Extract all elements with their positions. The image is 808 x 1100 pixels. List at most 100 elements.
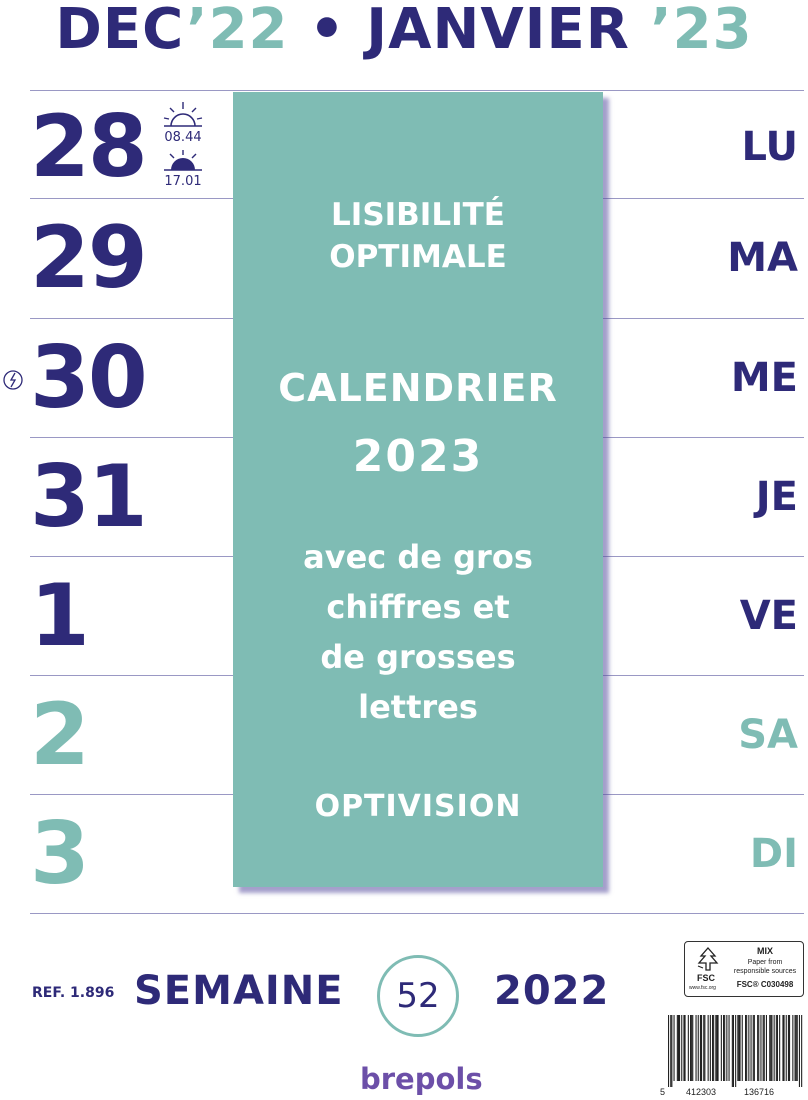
barcode-bar	[703, 1015, 705, 1081]
barcode-bar	[697, 1015, 699, 1081]
header-month-janvier: JANVIER	[366, 0, 630, 62]
week-number-badge: 52	[377, 955, 459, 1037]
day-abbr-saturday: SA	[738, 712, 798, 758]
barcode-bar	[673, 1015, 675, 1081]
barcode-bar	[676, 1015, 678, 1081]
barcode-bar	[690, 1015, 692, 1081]
barcode-bar	[712, 1015, 714, 1081]
barcode-digits-left: 412303	[686, 1087, 717, 1097]
day-abbr-wednesday: ME	[730, 355, 798, 401]
row-divider	[30, 913, 804, 914]
barcode-bar	[771, 1015, 773, 1081]
barcode-bar	[758, 1015, 760, 1081]
barcode-bar	[763, 1015, 765, 1081]
barcode-bar	[787, 1015, 789, 1081]
barcode-bar	[779, 1015, 781, 1081]
barcode-bar	[757, 1015, 759, 1081]
barcode-bar	[785, 1015, 787, 1081]
fsc-paper-line: responsible sources	[733, 968, 797, 975]
barcode-bar	[792, 1015, 794, 1081]
barcode-bar	[701, 1015, 703, 1081]
header-year-23: ’23	[650, 0, 753, 62]
week-label: SEMAINE	[134, 968, 344, 1014]
day-number-wednesday: 30	[30, 328, 148, 428]
barcode-bar	[752, 1015, 754, 1081]
header-year-22: ’22	[186, 0, 289, 62]
panel-optivision: OPTIVISION	[314, 789, 522, 824]
sun-times: 08.44 17.01	[160, 100, 206, 196]
barcode	[668, 1015, 803, 1087]
week-year: 2022	[494, 968, 610, 1014]
sunset-time: 17.01	[164, 174, 202, 189]
panel-line: avec de gros	[303, 538, 533, 576]
barcode-bar	[776, 1015, 778, 1081]
barcode-bar	[731, 1015, 733, 1087]
barcode-bar	[760, 1015, 762, 1081]
row-divider	[30, 90, 804, 91]
barcode-bar	[707, 1015, 709, 1081]
calendar-header: DEC’22 • JANVIER ’23	[0, 0, 808, 70]
barcode-bar	[679, 1015, 681, 1081]
panel-line: LISIBILITÉ	[331, 197, 505, 233]
barcode-bar	[724, 1015, 726, 1081]
barcode-bar	[741, 1015, 743, 1081]
fsc-brand: FSC	[697, 973, 715, 983]
barcode-bar	[775, 1015, 777, 1081]
barcode-bar	[746, 1015, 748, 1081]
barcode-bar	[783, 1015, 785, 1081]
sunset-icon	[164, 150, 202, 171]
fsc-paper-line: Paper from	[747, 959, 783, 966]
barcode-bar	[795, 1015, 797, 1081]
day-abbr-monday: LU	[741, 124, 798, 170]
day-number-thursday: 31	[30, 447, 148, 547]
barcode-bar	[798, 1015, 800, 1087]
barcode-bar	[717, 1015, 719, 1081]
fsc-paper-text: Paper from responsible sources	[729, 958, 801, 976]
day-number-sunday: 3	[30, 804, 90, 904]
day-abbr-tuesday: MA	[727, 235, 798, 281]
barcode-bar	[716, 1015, 718, 1081]
barcode-bar	[692, 1015, 694, 1081]
barcode-bar	[684, 1015, 686, 1081]
panel-calendrier: CALENDRIER	[278, 366, 558, 410]
barcode-bar	[745, 1015, 747, 1081]
day-abbr-sunday: DI	[749, 831, 798, 877]
barcode-bar	[695, 1015, 697, 1081]
barcode-bar	[668, 1015, 670, 1087]
barcode-bar	[726, 1015, 728, 1081]
fsc-url: www.fsc.org	[689, 985, 716, 991]
barcode-bar	[773, 1015, 775, 1081]
barcode-bar	[681, 1015, 683, 1081]
sunrise-time: 08.44	[164, 130, 202, 145]
panel-line: OPTIMALE	[329, 239, 507, 275]
barcode-bar	[738, 1015, 740, 1081]
brand-logo: brepols	[360, 1062, 483, 1096]
barcode-bar	[789, 1015, 791, 1081]
barcode-bar	[699, 1015, 701, 1081]
fsc-code: FSC® C030498	[736, 980, 794, 989]
barcode-bar	[713, 1015, 715, 1081]
barcode-bar	[770, 1015, 772, 1081]
barcode-digits-right: 136716	[744, 1087, 775, 1097]
barcode-bar	[794, 1015, 796, 1081]
barcode-bar	[748, 1015, 750, 1081]
fsc-tree-icon	[697, 947, 719, 971]
header-month-dec: DEC	[55, 0, 187, 62]
fsc-mix: MIX	[756, 946, 773, 956]
barcode-bar	[737, 1015, 739, 1081]
header-separator: •	[309, 0, 346, 62]
day-number-saturday: 2	[30, 685, 90, 785]
barcode-bar	[732, 1015, 734, 1087]
panel-year: 2023	[352, 431, 484, 482]
barcode-bar	[709, 1015, 711, 1081]
barcode-bar	[671, 1015, 673, 1087]
barcode-bar	[683, 1015, 685, 1081]
barcode-bar	[796, 1015, 798, 1081]
barcode-bar	[720, 1015, 722, 1081]
promo-panel: LISIBILITÉ OPTIMALE CALENDRIER 2023 avec…	[233, 92, 603, 887]
barcode-bar	[782, 1015, 784, 1081]
day-abbr-thursday: JE	[755, 474, 798, 520]
fsc-label: FSC www.fsc.org MIX Paper from responsib…	[684, 941, 804, 997]
day-number-monday: 28	[30, 97, 148, 197]
barcode-bar	[739, 1015, 741, 1081]
